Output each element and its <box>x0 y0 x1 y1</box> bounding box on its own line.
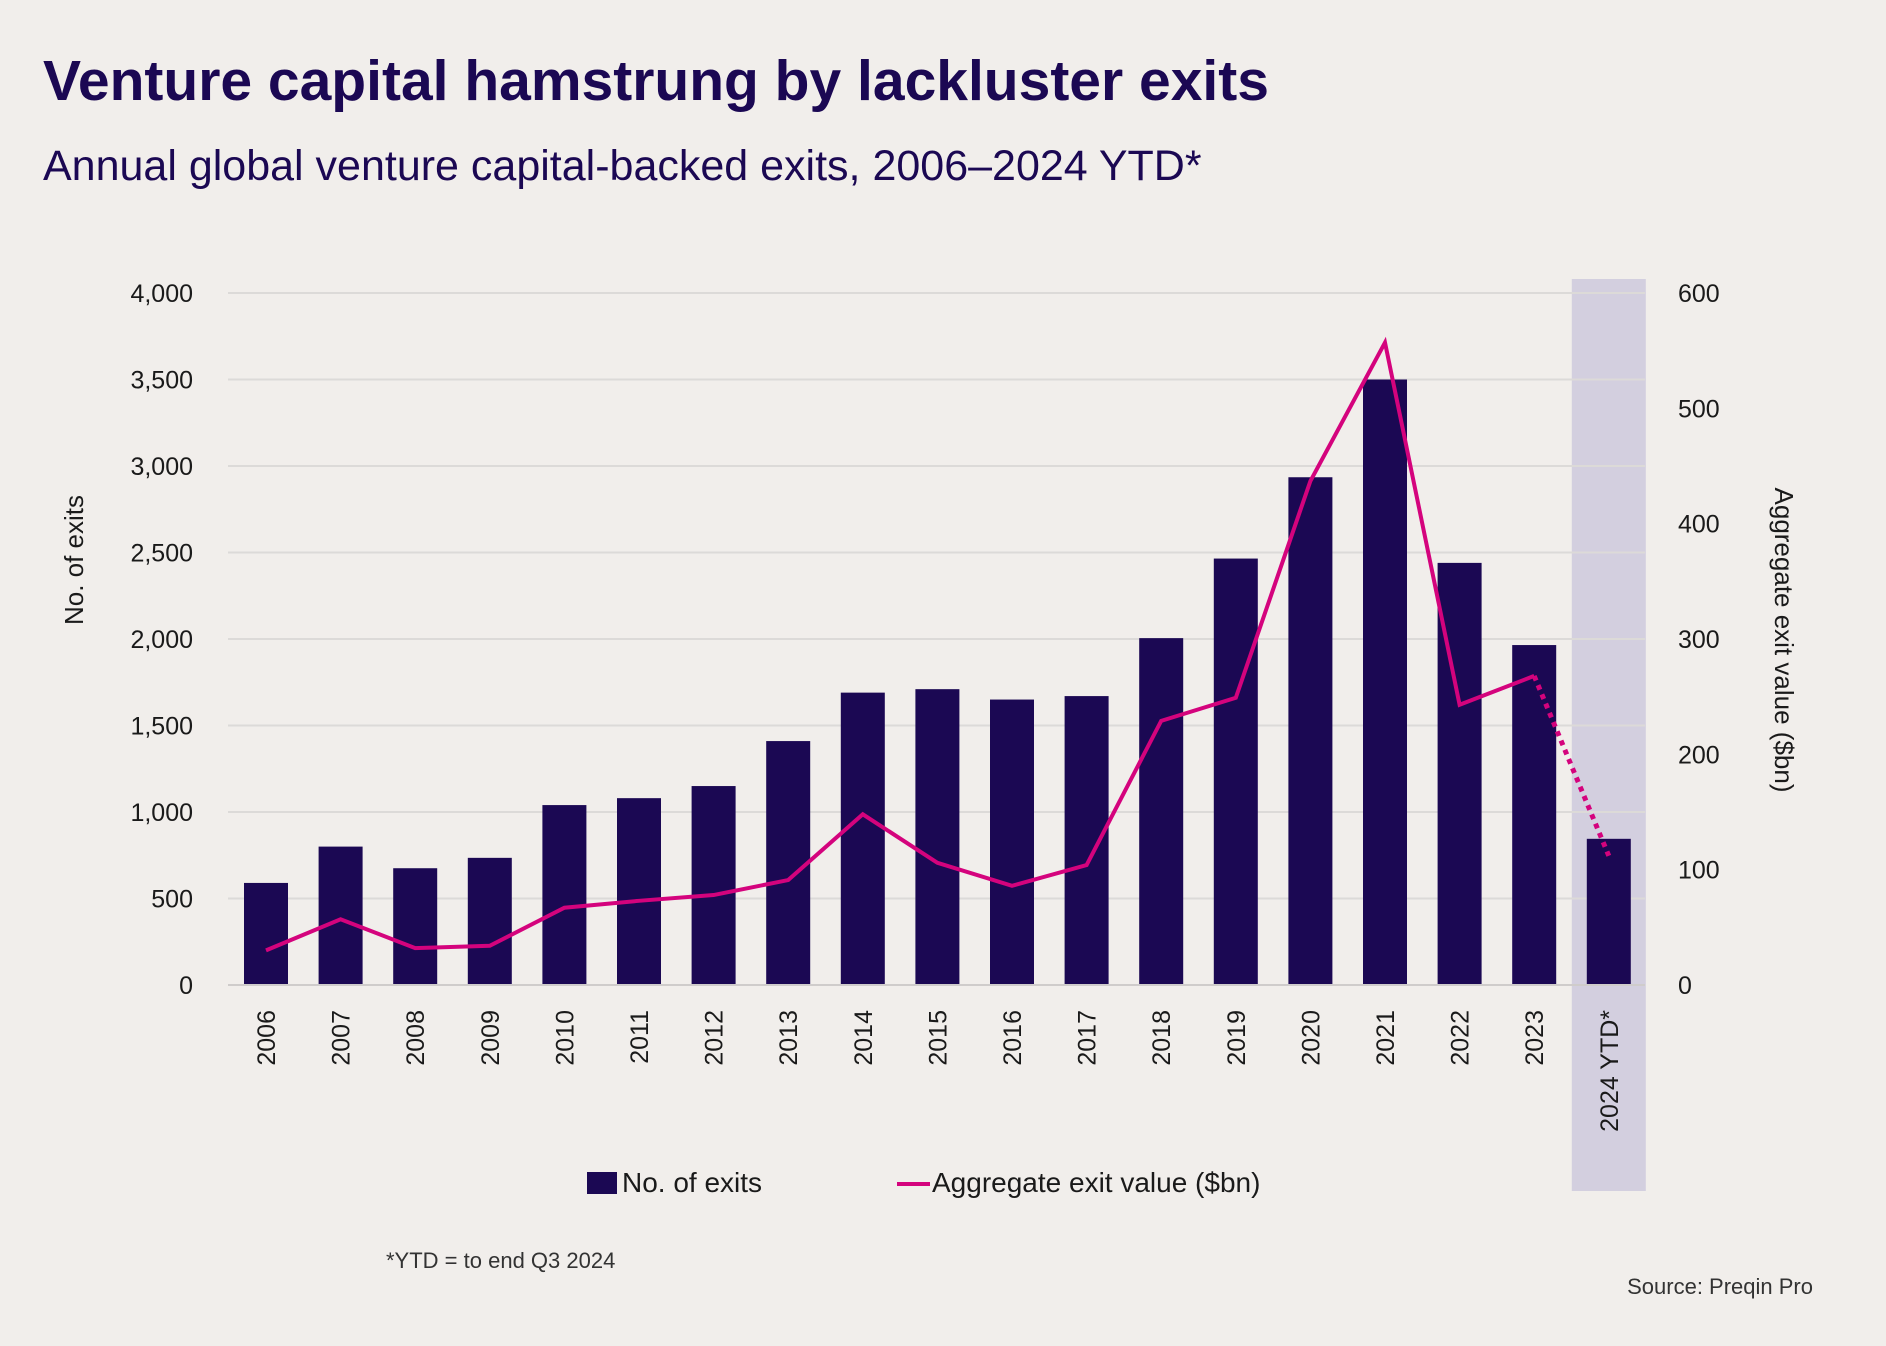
legend-bars-label: No. of exits <box>622 1167 762 1198</box>
x-tick-label: 2011 <box>626 1010 654 1064</box>
legend-bars-swatch <box>587 1172 617 1194</box>
left-tick-label: 500 <box>151 886 193 914</box>
left-tick-label: 3,500 <box>130 367 193 395</box>
bar-2024 YTD* <box>1586 838 1631 985</box>
chart-title: Venture capital hamstrung by lackluster … <box>43 49 1269 113</box>
bar-2009 <box>467 857 512 985</box>
x-tick-label: 2017 <box>1074 1010 1102 1066</box>
right-tick-label: 100 <box>1678 857 1720 885</box>
x-tick-label: 2024 YTD* <box>1596 1010 1624 1132</box>
right-tick-label: 0 <box>1678 972 1692 1000</box>
left-tick-label: 0 <box>179 972 193 1000</box>
bar-2016 <box>990 699 1034 985</box>
x-tick-label: 2012 <box>701 1010 729 1066</box>
source-note: Source: Preqin Pro <box>1627 1274 1813 1299</box>
legend-line-label: Aggregate exit value ($bn) <box>932 1167 1260 1198</box>
x-tick-label: 2007 <box>328 1010 356 1066</box>
bar-2008 <box>393 868 438 985</box>
bar-2007 <box>318 846 363 985</box>
right-tick-label: 600 <box>1678 280 1720 308</box>
bar-2019 <box>1213 558 1258 985</box>
left-tick-label: 4,000 <box>130 280 193 308</box>
bar-2023 <box>1512 645 1557 985</box>
right-tick-label: 200 <box>1678 741 1720 769</box>
bar-2020 <box>1288 477 1333 985</box>
x-tick-label: 2022 <box>1447 1010 1475 1066</box>
x-tick-label: 2018 <box>1148 1010 1176 1066</box>
bar-2011 <box>617 798 661 985</box>
x-tick-label: 2014 <box>850 1010 878 1066</box>
bar-2012 <box>691 786 736 985</box>
left-tick-label: 1,000 <box>130 799 193 827</box>
bar-2014 <box>840 692 885 985</box>
right-tick-label: 400 <box>1678 511 1720 539</box>
x-tick-label: 2019 <box>1223 1010 1251 1066</box>
left-tick-label: 2,500 <box>130 540 193 568</box>
x-tick-label: 2008 <box>402 1010 430 1066</box>
line-segment-ytd-dotted <box>1531 674 1612 857</box>
left-tick-label: 1,500 <box>130 713 193 741</box>
chart-subtitle: Annual global venture capital-backed exi… <box>43 142 1202 190</box>
x-tick-label: 2010 <box>551 1010 579 1066</box>
ytd-highlight-band <box>1571 279 1646 1191</box>
x-tick-label: 2020 <box>1297 1010 1325 1066</box>
right-tick-label: 300 <box>1678 626 1720 654</box>
x-tick-label: 2006 <box>253 1010 281 1066</box>
left-tick-label: 2,000 <box>130 626 193 654</box>
x-tick-label: 2023 <box>1521 1010 1549 1066</box>
x-tick-label: 2015 <box>924 1010 952 1066</box>
bar-2015 <box>915 689 960 985</box>
x-tick-label: 2013 <box>775 1010 803 1066</box>
bar-2010 <box>542 805 587 985</box>
bar-2017 <box>1064 696 1109 985</box>
bar-2021 <box>1363 379 1407 985</box>
footnote: *YTD = to end Q3 2024 <box>386 1248 616 1273</box>
x-tick-label: 2021 <box>1372 1010 1400 1066</box>
x-tick-label: 2009 <box>477 1010 505 1066</box>
left-axis-title: No. of exits <box>59 495 89 625</box>
right-tick-label: 500 <box>1678 395 1720 423</box>
bar-2018 <box>1139 638 1184 985</box>
x-tick-label: 2016 <box>999 1010 1027 1066</box>
bar-2006 <box>244 882 288 985</box>
left-tick-label: 3,000 <box>130 453 193 481</box>
bar-2013 <box>766 741 811 985</box>
right-axis-title: Aggregate exit value ($bn) <box>1769 488 1799 793</box>
line-aggregate-exit-value <box>265 336 1535 953</box>
